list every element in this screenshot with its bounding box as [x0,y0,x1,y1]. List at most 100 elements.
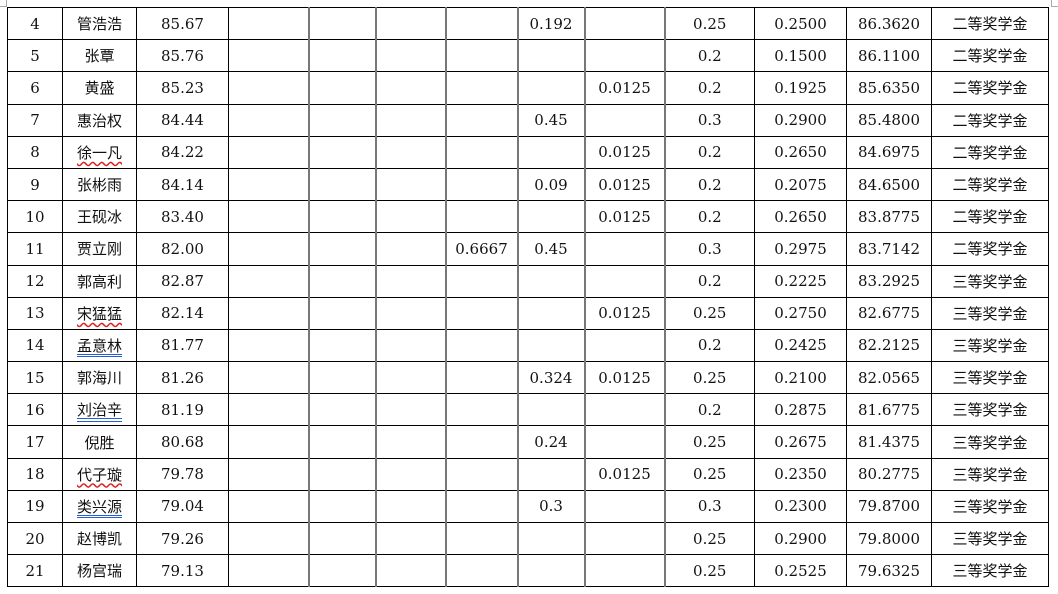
table-row: 13 宋猛猛 82.14 0.0125 0.25 0.2750 82.6775 三等奖学金 [7,296,1049,330]
score-cell: 85.67 [136,6,229,41]
total-score: 79.8000 [857,529,921,548]
student-name: 王砚冰 [76,208,122,227]
col-10: 0.25 [693,14,727,33]
col-9-cell [583,264,665,298]
col-9: 0.0125 [598,465,651,484]
col-6-cell [374,6,446,41]
col-10-cell: 0.25 [663,296,755,330]
score-cell: 81.26 [136,361,229,395]
col-4-cell [228,71,309,105]
student-name: 赵博凯 [76,530,122,549]
score: 80.68 [161,433,204,452]
row-number: 16 [25,400,45,419]
student-name-cell: 贾立刚 [62,232,137,266]
col-5-cell [307,554,376,588]
total-score: 81.6775 [857,400,921,419]
row-number-cell: 16 [7,393,63,427]
col-10: 0.2 [697,46,722,65]
col-4-cell [228,296,309,330]
award-cell: 二等奖学金 [931,6,1049,41]
col-8: 0.45 [534,239,568,258]
col-7-cell [444,296,518,330]
col-10-cell: 0.25 [663,6,755,41]
col-4-cell [228,425,309,459]
col-10-cell: 0.25 [663,425,755,459]
row-number: 7 [30,111,40,130]
col-9-cell [583,328,665,363]
col-6-cell [374,393,446,427]
award-cell: 二等奖学金 [931,39,1049,73]
total-score-cell: 82.6775 [846,296,932,330]
col-10-cell: 0.2 [663,71,755,105]
score-cell: 79.26 [136,521,229,556]
col-11: 0.2350 [774,465,827,484]
col-4-cell [228,167,309,202]
col-6-cell [374,232,446,266]
total-score-cell: 84.6500 [846,167,932,202]
student-name-cell: 黄盛 [62,71,137,105]
col-10: 0.25 [693,561,727,580]
col-5-cell [307,39,376,73]
table-row: 7 惠治权 84.44 0.45 0.3 0.2900 85.4800 二等奖学金 [7,103,1049,137]
col-11: 0.2425 [774,336,827,355]
award-cell: 二等奖学金 [931,103,1049,137]
col-9-cell [583,6,665,41]
col-8-cell [516,554,585,588]
award: 三等奖学金 [952,497,1028,516]
col-10: 0.3 [697,497,722,516]
col-5-cell [307,135,376,169]
total-score-cell: 82.0565 [846,361,932,395]
col-8-cell: 0.24 [516,425,585,459]
award-cell: 二等奖学金 [931,167,1049,202]
col-9-cell [583,39,665,73]
col-11-cell: 0.1925 [754,71,847,105]
col-10: 0.2 [697,175,722,194]
col-7-cell [444,489,518,524]
student-name-cell: 杨宫瑞 [62,554,137,588]
score: 82.00 [161,239,204,258]
total-score: 84.6500 [857,175,921,194]
total-score-cell: 79.8700 [846,489,932,524]
col-10: 0.25 [693,529,727,548]
col-11-cell: 0.2350 [754,457,847,491]
total-score: 85.4800 [857,111,921,130]
col-6-cell [374,554,446,588]
score-cell: 80.68 [136,425,229,459]
col-10-cell: 0.25 [663,521,755,556]
col-8-cell [516,200,585,234]
col-11-cell: 0.2425 [754,328,847,363]
award-cell: 三等奖学金 [931,554,1049,588]
col-9-cell: 0.0125 [583,135,665,169]
col-11: 0.2300 [774,497,827,516]
award: 二等奖学金 [952,47,1028,66]
col-8-cell [516,135,585,169]
col-9-cell: 0.0125 [583,167,665,202]
award: 二等奖学金 [952,176,1028,195]
col-10-cell: 0.2 [663,328,755,363]
row-number: 8 [30,143,40,162]
student-name: 惠治权 [76,111,122,130]
col-9: 0.0125 [598,175,651,194]
col-4-cell [228,521,309,556]
col-9-cell [583,521,665,556]
student-name: 刘治辛 [76,401,122,420]
score: 81.26 [161,368,204,387]
score-cell: 81.77 [136,328,229,363]
row-number-cell: 13 [7,296,63,330]
row-number-cell: 19 [7,489,63,524]
total-score: 82.2125 [857,336,921,355]
table-row: 16 刘治辛 81.19 0.2 0.2875 81.6775 三等奖学金 [7,393,1049,427]
row-number: 12 [25,272,45,291]
col-8: 0.192 [529,14,573,33]
score: 79.26 [161,529,204,548]
row-number: 4 [30,14,40,33]
col-7-cell [444,39,518,73]
total-score-cell: 81.6775 [846,393,932,427]
table-row: 21 杨宫瑞 79.13 0.25 0.2525 79.6325 三等奖学金 [7,554,1049,588]
award-cell: 三等奖学金 [931,489,1049,524]
score: 79.13 [161,561,204,580]
col-11-cell: 0.2500 [754,6,847,41]
col-8: 0.324 [529,368,573,387]
student-name-cell: 张覃 [62,39,137,73]
award: 三等奖学金 [952,465,1028,484]
